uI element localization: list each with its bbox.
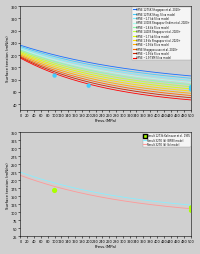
Y-axis label: Surface tension (mN/m): Surface tension (mN/m)	[6, 36, 10, 82]
Point	[53, 189, 56, 193]
Point	[189, 88, 193, 92]
Point	[189, 86, 193, 90]
Point	[189, 205, 193, 210]
X-axis label: Press.(MPa): Press.(MPa)	[95, 245, 117, 248]
Legend: HPSE 1275K Shagapov et al. 2020+, HPSE 1275K Shag. Sliva model, HPSE ~1.7 kb Sli: HPSE 1275K Shagapov et al. 2020+, HPSE 1…	[132, 8, 191, 61]
Point	[87, 84, 90, 88]
Point	[189, 209, 193, 213]
Y-axis label: Surface tension (mN/m): Surface tension (mN/m)	[6, 161, 10, 208]
X-axis label: Press.(MPa): Press.(MPa)	[95, 119, 117, 123]
Legend: Result 1273k Kalinavar et al. 1995, Result 327K (b) (BFW) model, Result 327K (b): Result 1273k Kalinavar et al. 1995, Resu…	[143, 133, 191, 147]
Point	[53, 74, 56, 78]
